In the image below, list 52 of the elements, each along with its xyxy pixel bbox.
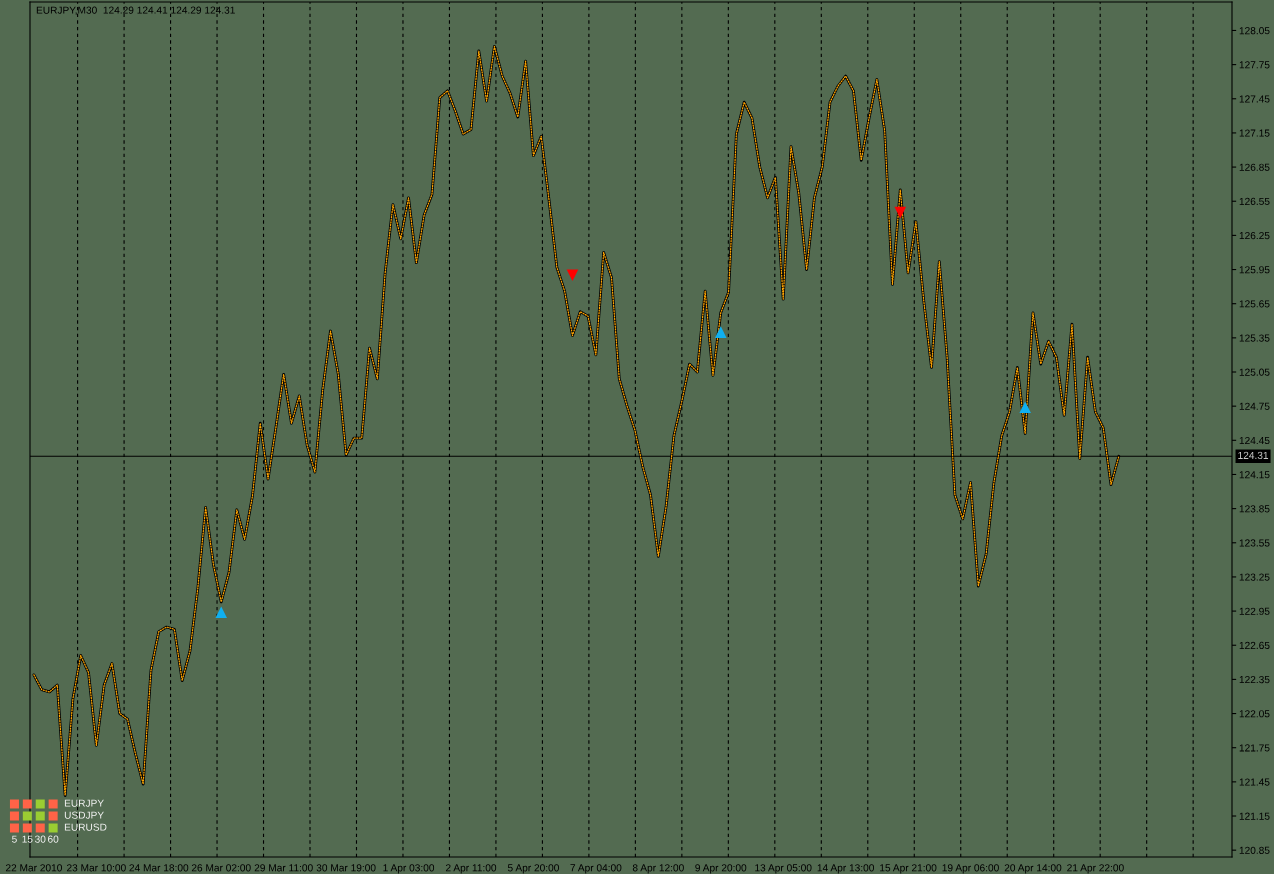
- chart-title: EURJPY,M30 124.29 124.41 124.29 124.31: [36, 6, 235, 15]
- x-tick-label: 26 Mar 02:00: [191, 864, 251, 872]
- ref-line-label: 124.31: [1238, 451, 1269, 459]
- y-tick-label: 125.95: [1239, 266, 1270, 274]
- y-tick-label: 124.15: [1239, 471, 1270, 479]
- y-tick-label: 120.85: [1239, 846, 1270, 854]
- x-tick-label: 8 Apr 12:00: [632, 864, 684, 874]
- y-tick-label: 123.25: [1239, 573, 1270, 581]
- category-label: EURUSD: [64, 823, 107, 831]
- y-tick-label: 121.15: [1239, 812, 1270, 820]
- y-tick-label: 126.85: [1239, 163, 1270, 171]
- y-tick-label: 127.45: [1239, 95, 1270, 103]
- x-tick-label: 24 Mar 18:00: [129, 864, 189, 872]
- x-tick-label: 7 Apr 04:00: [570, 864, 622, 874]
- x-tick-label: 30 Mar 19:00: [316, 864, 376, 872]
- y-tick-label: 122.05: [1239, 710, 1270, 718]
- x-tick-label: 21 Apr 22:00: [1067, 864, 1124, 874]
- x-tick-label: 5 Apr 20:00: [507, 864, 559, 874]
- x-tick-label: 13 Apr 05:00: [755, 864, 812, 874]
- category-label: 5: [12, 835, 17, 843]
- y-tick-label: 122.35: [1239, 675, 1270, 684]
- y-tick-label: 126.25: [1239, 231, 1270, 240]
- y-tick-label: 124.45: [1239, 436, 1270, 445]
- x-tick-label: 9 Apr 20:00: [695, 864, 747, 874]
- y-tick-label: 125.65: [1239, 300, 1270, 308]
- x-tick-label: 2 Apr 11:00: [445, 864, 497, 874]
- x-tick-label: 19 Apr 06:00: [942, 864, 999, 874]
- category-label: EURJPY: [64, 799, 104, 807]
- x-tick-label: 14 Apr 13:00: [817, 864, 874, 874]
- x-tick-label: 23 Mar 10:00: [66, 864, 126, 872]
- category-label: 60: [48, 835, 59, 843]
- x-tick-label: 20 Apr 14:00: [1004, 864, 1062, 874]
- y-tick-label: 123.85: [1239, 505, 1270, 513]
- y-tick-label: 121.75: [1239, 744, 1270, 752]
- y-tick-label: 122.65: [1239, 641, 1270, 650]
- y-tick-label: 124.75: [1239, 402, 1270, 410]
- y-tick-label: 121.45: [1239, 778, 1270, 786]
- y-tick-label: 126.55: [1239, 197, 1270, 206]
- category-label: 30: [34, 835, 46, 843]
- category-label: USDJPY: [64, 811, 104, 819]
- y-tick-label: 127.15: [1239, 129, 1270, 137]
- y-tick-label: 123.55: [1239, 539, 1270, 547]
- y-tick-label: 125.05: [1239, 368, 1270, 376]
- x-tick-label: 29 Mar 11:00: [254, 864, 313, 872]
- y-tick-label: 128.05: [1239, 27, 1270, 35]
- y-tick-label: 122.95: [1239, 607, 1270, 615]
- y-tick-label: 125.35: [1239, 334, 1270, 342]
- x-tick-label: 22 Mar 2010: [5, 864, 62, 872]
- x-tick-label: 1 Apr 03:00: [383, 864, 435, 874]
- category-label: 15: [22, 835, 33, 843]
- y-tick-label: 127.75: [1239, 61, 1270, 69]
- x-tick-label: 15 Apr 21:00: [880, 864, 937, 874]
